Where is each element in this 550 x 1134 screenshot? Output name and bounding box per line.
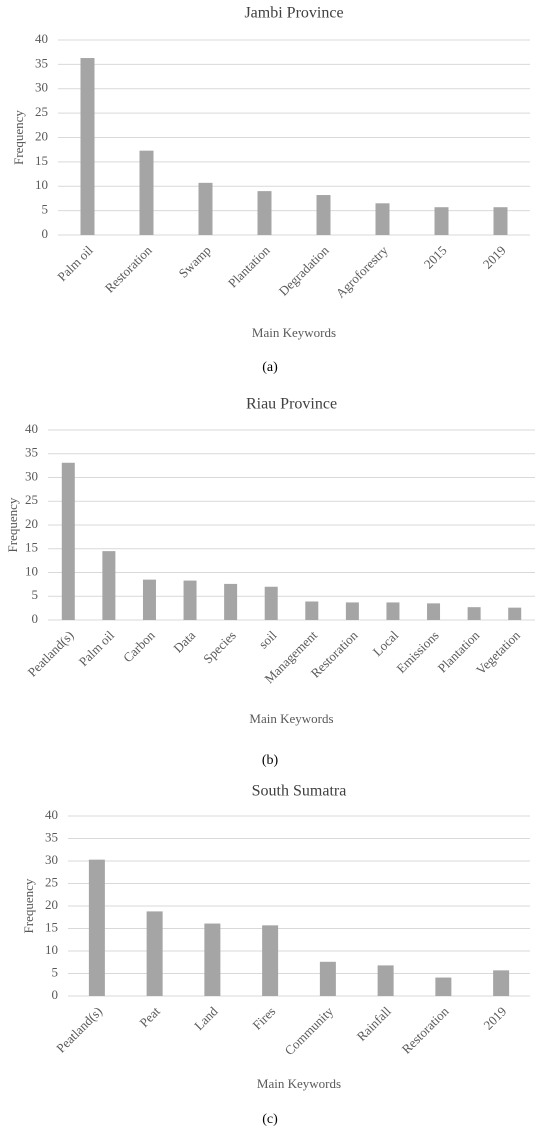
x-axis-label: Main Keywords [257, 1076, 341, 1091]
bar [377, 965, 394, 996]
y-tick-label: 0 [42, 226, 49, 241]
bar [88, 859, 105, 996]
x-tick-label: Palm oil [54, 242, 96, 284]
x-tick-label: Vegetation [473, 627, 523, 677]
x-axis-label: Main Keywords [252, 325, 336, 340]
x-tick-label: Land [191, 1003, 221, 1033]
bar [319, 961, 336, 996]
x-tick-label: 2015 [421, 243, 450, 272]
bar [257, 191, 272, 235]
y-tick-label: 10 [25, 563, 38, 578]
y-tick-label: 15 [45, 919, 58, 934]
bar [386, 602, 400, 620]
y-tick-label: 30 [35, 80, 48, 95]
x-tick-label: Peat [136, 1003, 163, 1030]
x-tick-label: Swamp [176, 243, 214, 281]
y-tick-label: 35 [35, 55, 48, 70]
x-tick-label: Community [282, 1003, 337, 1058]
bar [146, 911, 163, 996]
x-tick-label: Agroforestry [333, 242, 391, 300]
bar [102, 551, 116, 620]
bar [427, 603, 441, 620]
bar [183, 580, 197, 620]
x-tick-label: soil [256, 627, 280, 651]
bar [139, 150, 154, 235]
y-tick-label: 20 [25, 516, 38, 531]
bar [142, 579, 156, 620]
x-tick-label: Degradation [276, 242, 332, 298]
x-tick-label: Plantation [225, 242, 273, 290]
y-tick-label: 40 [35, 31, 48, 46]
x-tick-label: Carbon [120, 627, 158, 665]
x-tick-label: Emissions [393, 628, 441, 676]
bar [345, 602, 359, 620]
x-tick-label: Restoration [399, 1003, 452, 1056]
y-tick-label: 5 [32, 587, 39, 602]
bar [508, 607, 522, 620]
chart-title: South Sumatra [252, 783, 347, 800]
caption: (b) [262, 753, 279, 768]
y-tick-label: 0 [52, 987, 59, 1002]
y-tick-label: 15 [35, 153, 48, 168]
y-tick-label: 30 [25, 468, 38, 483]
bar [305, 601, 319, 620]
x-tick-label: 2019 [480, 1004, 509, 1033]
chart-title: Riau Province [246, 396, 337, 413]
bar [493, 970, 510, 996]
y-axis-label: Frequency [11, 110, 26, 165]
bar [264, 586, 278, 620]
x-tick-label: Local [370, 627, 402, 659]
bar [467, 607, 481, 620]
y-tick-label: 40 [25, 421, 38, 436]
x-axis-label: Main Keywords [249, 711, 333, 726]
y-tick-label: 10 [35, 177, 48, 192]
y-tick-label: 0 [32, 611, 39, 626]
y-tick-label: 5 [52, 964, 59, 979]
y-tick-label: 25 [35, 104, 48, 119]
x-tick-label: Palm oil [76, 627, 118, 669]
y-tick-label: 25 [45, 874, 58, 889]
bar [262, 925, 279, 996]
y-tick-label: 20 [45, 897, 58, 912]
bar [80, 58, 95, 235]
bar [198, 182, 213, 235]
y-tick-label: 30 [45, 852, 58, 867]
bar [375, 203, 390, 235]
bar [435, 977, 452, 996]
y-tick-label: 10 [45, 942, 58, 957]
bar [434, 207, 449, 235]
x-tick-label: Peatland(s) [53, 1004, 105, 1056]
x-tick-label: Data [170, 627, 198, 655]
caption: (c) [262, 1112, 278, 1127]
bar [204, 923, 221, 996]
x-tick-label: Fires [249, 1004, 278, 1033]
bar [493, 207, 508, 235]
y-tick-label: 35 [25, 445, 38, 460]
y-axis-label: Frequency [5, 497, 20, 552]
x-tick-label: Restoration [102, 242, 155, 295]
y-tick-label: 25 [25, 492, 38, 507]
y-tick-label: 5 [42, 202, 49, 217]
x-tick-label: 2019 [480, 243, 509, 272]
y-tick-label: 15 [25, 540, 38, 555]
chart-title: Jambi Province [244, 5, 343, 22]
bar [61, 462, 75, 620]
bar [224, 583, 238, 620]
x-tick-label: Rainfall [354, 1003, 394, 1043]
y-tick-label: 20 [35, 128, 48, 143]
y-tick-label: 40 [45, 807, 58, 822]
bar [316, 195, 331, 235]
y-axis-label: Frequency [21, 878, 36, 933]
caption: (a) [262, 360, 278, 375]
y-tick-label: 35 [45, 829, 58, 844]
x-tick-label: Peatland(s) [25, 628, 77, 680]
x-tick-label: Species [200, 628, 239, 667]
